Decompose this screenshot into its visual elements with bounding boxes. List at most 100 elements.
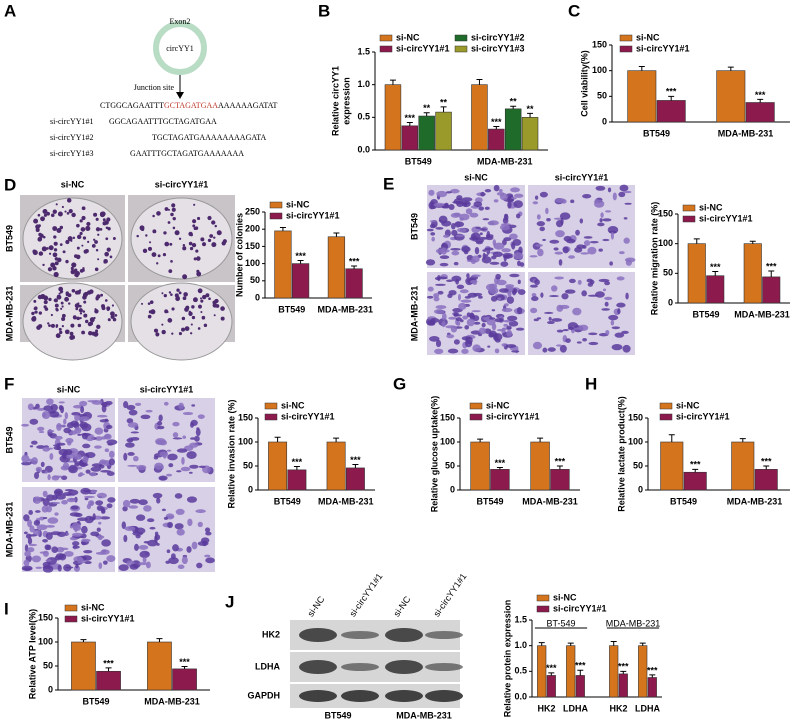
cell	[204, 554, 211, 558]
cell	[461, 200, 471, 208]
colony	[109, 255, 113, 259]
cell	[33, 520, 41, 526]
cell	[487, 345, 491, 348]
cell	[624, 202, 632, 205]
colony	[82, 310, 86, 313]
bar	[504, 108, 522, 151]
cell	[181, 556, 188, 565]
cell	[600, 212, 604, 218]
cell	[469, 236, 480, 241]
cell	[62, 451, 67, 460]
cell	[158, 414, 163, 422]
cell	[507, 195, 515, 203]
cell	[501, 343, 507, 347]
cell	[182, 435, 187, 439]
lane-label: si-NC	[305, 594, 326, 619]
band	[425, 631, 463, 639]
cell	[558, 259, 563, 266]
column-label: si-NC	[464, 172, 488, 182]
colony	[44, 296, 47, 299]
cell	[503, 214, 509, 221]
colony	[147, 314, 152, 319]
cell	[163, 516, 169, 520]
sirna-name: si-circYY1#2	[50, 133, 94, 142]
y-tick-label: 100	[658, 238, 673, 248]
colony	[220, 306, 225, 311]
band	[425, 690, 463, 702]
cell	[74, 414, 80, 421]
bar	[471, 84, 488, 151]
dish	[130, 197, 233, 280]
bar	[530, 441, 550, 491]
cell	[28, 543, 38, 547]
colony	[62, 250, 66, 254]
legend-swatch	[64, 615, 78, 623]
x-tick-label: BT549	[278, 304, 305, 314]
cell	[127, 422, 139, 428]
bar	[706, 275, 725, 304]
cell	[100, 508, 106, 514]
error-bar	[567, 642, 574, 646]
error-bar	[333, 232, 340, 237]
cell	[37, 426, 45, 431]
sirna-name: si-circYY1#3	[50, 149, 94, 158]
cell	[71, 522, 81, 529]
colony	[54, 261, 59, 266]
band	[425, 663, 463, 671]
cell	[154, 534, 161, 541]
bar	[731, 441, 755, 491]
cell	[83, 495, 95, 499]
colony	[167, 208, 170, 211]
cell	[155, 437, 166, 445]
y-tick-label: 100	[592, 65, 607, 75]
cell	[453, 198, 464, 205]
colony	[171, 332, 174, 335]
colony	[167, 318, 173, 323]
cell	[469, 279, 478, 284]
colony	[75, 307, 79, 311]
error-bar	[538, 642, 545, 646]
cell	[39, 551, 48, 554]
cell	[478, 206, 485, 211]
cell	[517, 279, 521, 285]
legend-label: si-NC	[286, 199, 310, 209]
colony	[68, 209, 73, 214]
error-bar	[527, 112, 534, 118]
cell	[84, 560, 92, 565]
colony	[69, 335, 75, 340]
cell	[542, 347, 548, 353]
cell	[566, 238, 576, 244]
cell	[441, 220, 452, 227]
cell	[63, 564, 72, 572]
cell	[21, 454, 30, 463]
cell	[441, 312, 447, 321]
cell	[448, 316, 457, 320]
cell	[40, 461, 45, 468]
cell	[494, 348, 500, 354]
y-tick-label: 0	[668, 297, 673, 307]
cell	[583, 236, 593, 239]
colony	[197, 288, 203, 294]
cell	[121, 521, 127, 530]
cell	[190, 437, 196, 440]
cell	[461, 246, 471, 253]
cell	[96, 414, 108, 418]
colony	[50, 313, 53, 317]
colony	[77, 323, 82, 328]
cell	[537, 248, 544, 257]
cell	[54, 435, 63, 440]
cell	[542, 238, 546, 242]
cell	[82, 443, 91, 449]
cell	[574, 246, 583, 253]
cell	[477, 295, 483, 299]
micrograph	[21, 487, 116, 573]
colony	[67, 293, 72, 298]
cell	[581, 290, 587, 297]
colony	[65, 259, 69, 264]
colony	[94, 267, 99, 272]
cell	[126, 404, 136, 411]
colony	[110, 311, 115, 317]
bar	[575, 675, 585, 698]
legend-label: si-NC	[676, 400, 700, 410]
legend-swatch	[454, 45, 468, 53]
